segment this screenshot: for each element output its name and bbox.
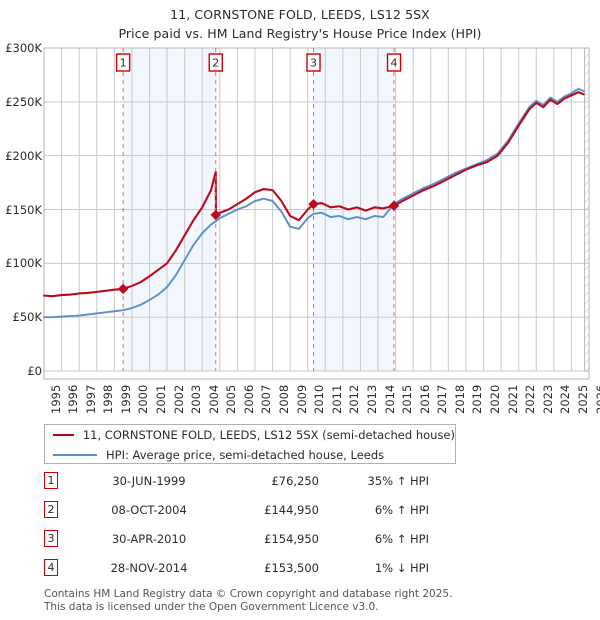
x-axis-tick-label: 2021 [505,384,520,414]
copyright-line: Contains HM Land Registry data © Crown c… [44,588,453,600]
x-axis-tick-label: 2018 [452,384,467,414]
x-axis-tick-label: 2009 [294,384,309,414]
sales-history-table: 1 30-JUN-1999 £76,250 35% ↑ HPI 2 08-OCT… [44,470,464,586]
x-axis-tick-label: 2007 [259,384,274,414]
svg-text:4: 4 [391,57,398,70]
sale-date: 08-OCT-2004 [111,503,187,517]
sale-price: £153,500 [264,561,319,575]
x-axis-tick-label: 2013 [364,384,379,414]
status-badge: 4 [44,559,58,576]
sale-hpi-delta: 1% ↓ HPI [374,561,429,575]
status-badge: 3 [44,530,58,547]
sale-hpi-delta: 6% ↑ HPI [374,532,429,546]
sale-price: £76,250 [271,474,319,488]
attribution-footer: Contains HM Land Registry data © Crown c… [44,588,564,613]
legend-item-hpi: HPI: Average price, semi-detached house,… [45,445,455,465]
legend-label-price: 11, CORNSTONE FOLD, LEEDS, LS12 5SX (sem… [82,428,455,442]
x-axis-tick-label: 2016 [417,384,432,414]
sale-hpi-delta: 35% ↑ HPI [367,474,429,488]
table-row: 1 30-JUN-1999 £76,250 35% ↑ HPI [44,470,464,499]
sale-date: 30-JUN-1999 [112,474,186,488]
licence-line: This data is licensed under the Open Gov… [44,600,379,613]
table-row: 3 30-APR-2010 £154,950 6% ↑ HPI [44,528,464,557]
x-axis-tick-label: 2003 [189,384,204,414]
x-axis-tick-label: 1997 [83,384,98,414]
x-axis-tick-label: 2004 [206,384,221,414]
svg-text:1: 1 [120,57,127,70]
sale-badge-labels: 1 2 3 4 [115,53,402,72]
x-axis-tick-label: 2017 [435,384,450,414]
sale-date: 28-NOV-2014 [110,561,188,575]
status-badge: 2 [44,501,58,518]
x-axis-tick-label: 1996 [66,384,81,414]
y-axis-tick-label: £200K [5,148,42,163]
table-row: 4 28-NOV-2014 £153,500 1% ↓ HPI [44,557,464,586]
y-axis-tick-label: £300K [5,41,42,55]
x-axis-tick-label: 2025 [575,384,590,414]
y-axis-labels: £0 £50K £100K £150K £200K £250K £300K [0,40,42,380]
page-title: 11, CORNSTONE FOLD, LEEDS, LS12 5SX [170,7,430,22]
x-axis-tick-label: 2020 [488,384,503,414]
legend-item-price-paid: 11, CORNSTONE FOLD, LEEDS, LS12 5SX (sem… [45,425,455,445]
x-axis-tick-label: 2014 [382,384,397,414]
y-axis-tick-label: £50K [12,310,43,325]
sale-price: £154,950 [264,532,319,546]
x-axis-tick-label: 2019 [470,384,485,414]
x-axis-tick-label: 2006 [241,384,256,414]
price-hpi-line-chart: 1 2 3 4 [42,47,590,380]
x-axis-tick-label: 2026 [593,384,600,414]
x-axis-tick-label: 2011 [329,384,344,414]
x-axis-tick-label: 2000 [136,384,151,414]
legend-color-swatch-price [53,434,74,436]
x-axis-labels: 1995 1996 1997 1998 1999 2000 2001 2002 2003 2004… [0,378,600,422]
legend-color-swatch-hpi [53,454,97,456]
x-axis-tick-label: 1998 [101,384,116,414]
x-axis-tick-label: 2022 [523,384,538,414]
svg-text:2: 2 [212,57,219,70]
chart-title-block: 11, CORNSTONE FOLD, LEEDS, LS12 5SX Pric… [0,0,600,41]
page-subtitle: Price paid vs. HM Land Registry's House … [118,26,482,41]
y-axis-tick-label: £0 [27,364,42,378]
no-data-hatch [584,47,590,372]
table-row: 2 08-OCT-2004 £144,950 6% ↑ HPI [44,499,464,528]
chart-legend: 11, CORNSTONE FOLD, LEEDS, LS12 5SX (sem… [44,424,456,464]
sale-price: £144,950 [264,503,319,517]
y-axis-tick-label: £100K [5,256,42,271]
x-axis-tick-label: 2023 [540,384,555,414]
svg-text:3: 3 [310,57,317,70]
x-axis-tick-label: 2005 [224,384,239,414]
sale-hpi-delta: 6% ↑ HPI [374,503,429,517]
x-axis-tick-label: 1995 [48,384,63,414]
x-axis-tick-label: 2010 [312,384,327,414]
sale-date: 30-APR-2010 [111,532,187,546]
x-axis-tick-label: 2015 [400,384,415,414]
x-axis-tick-label: 2008 [277,384,292,414]
sale-markers [117,198,400,295]
x-axis-tick-label: 2002 [171,384,186,414]
legend-label-hpi: HPI: Average price, semi-detached house,… [106,448,385,462]
price-paid-line [42,91,585,298]
x-axis-tick-label: 2001 [153,384,168,414]
y-axis-tick-label: £150K [5,202,42,217]
status-badge: 1 [44,472,58,489]
x-axis-tick-label: 2012 [347,384,362,414]
y-axis-tick-label: £250K [5,94,42,109]
x-axis-tick-label: 2024 [558,384,573,414]
hpi-average-line [43,87,585,319]
chart-plot-area: 1 2 3 4 [0,40,600,380]
x-axis-tick-label: 1999 [118,384,133,414]
